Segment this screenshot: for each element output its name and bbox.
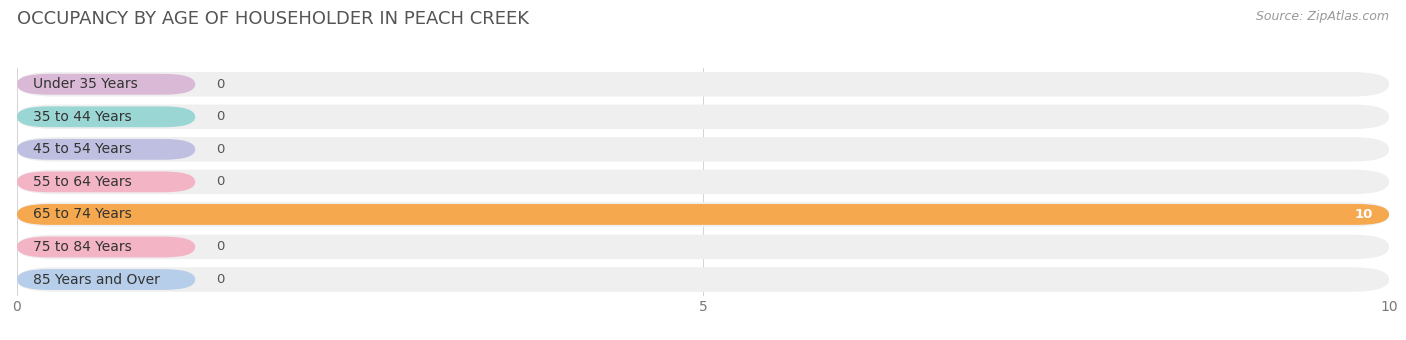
FancyBboxPatch shape [17, 170, 1389, 194]
FancyBboxPatch shape [17, 237, 195, 257]
FancyBboxPatch shape [17, 269, 195, 290]
Text: 0: 0 [217, 240, 224, 254]
FancyBboxPatch shape [17, 106, 195, 127]
Text: 65 to 74 Years: 65 to 74 Years [34, 207, 132, 221]
FancyBboxPatch shape [17, 235, 1389, 259]
FancyBboxPatch shape [17, 204, 1389, 225]
Text: 10: 10 [1354, 208, 1372, 221]
FancyBboxPatch shape [17, 171, 195, 192]
Text: 0: 0 [217, 143, 224, 156]
FancyBboxPatch shape [17, 74, 195, 95]
Text: 0: 0 [217, 175, 224, 188]
Text: 0: 0 [217, 273, 224, 286]
FancyBboxPatch shape [17, 267, 1389, 292]
Text: 75 to 84 Years: 75 to 84 Years [34, 240, 132, 254]
FancyBboxPatch shape [17, 105, 1389, 129]
FancyBboxPatch shape [17, 202, 1389, 227]
FancyBboxPatch shape [17, 137, 1389, 162]
Text: 85 Years and Over: 85 Years and Over [34, 273, 160, 287]
Text: 55 to 64 Years: 55 to 64 Years [34, 175, 132, 189]
Text: 0: 0 [217, 110, 224, 123]
FancyBboxPatch shape [17, 139, 195, 160]
Text: 35 to 44 Years: 35 to 44 Years [34, 110, 132, 124]
Text: OCCUPANCY BY AGE OF HOUSEHOLDER IN PEACH CREEK: OCCUPANCY BY AGE OF HOUSEHOLDER IN PEACH… [17, 10, 529, 28]
Text: 45 to 54 Years: 45 to 54 Years [34, 142, 132, 156]
FancyBboxPatch shape [17, 72, 1389, 97]
Text: Source: ZipAtlas.com: Source: ZipAtlas.com [1256, 10, 1389, 23]
Text: Under 35 Years: Under 35 Years [34, 77, 138, 91]
Text: 0: 0 [217, 78, 224, 91]
